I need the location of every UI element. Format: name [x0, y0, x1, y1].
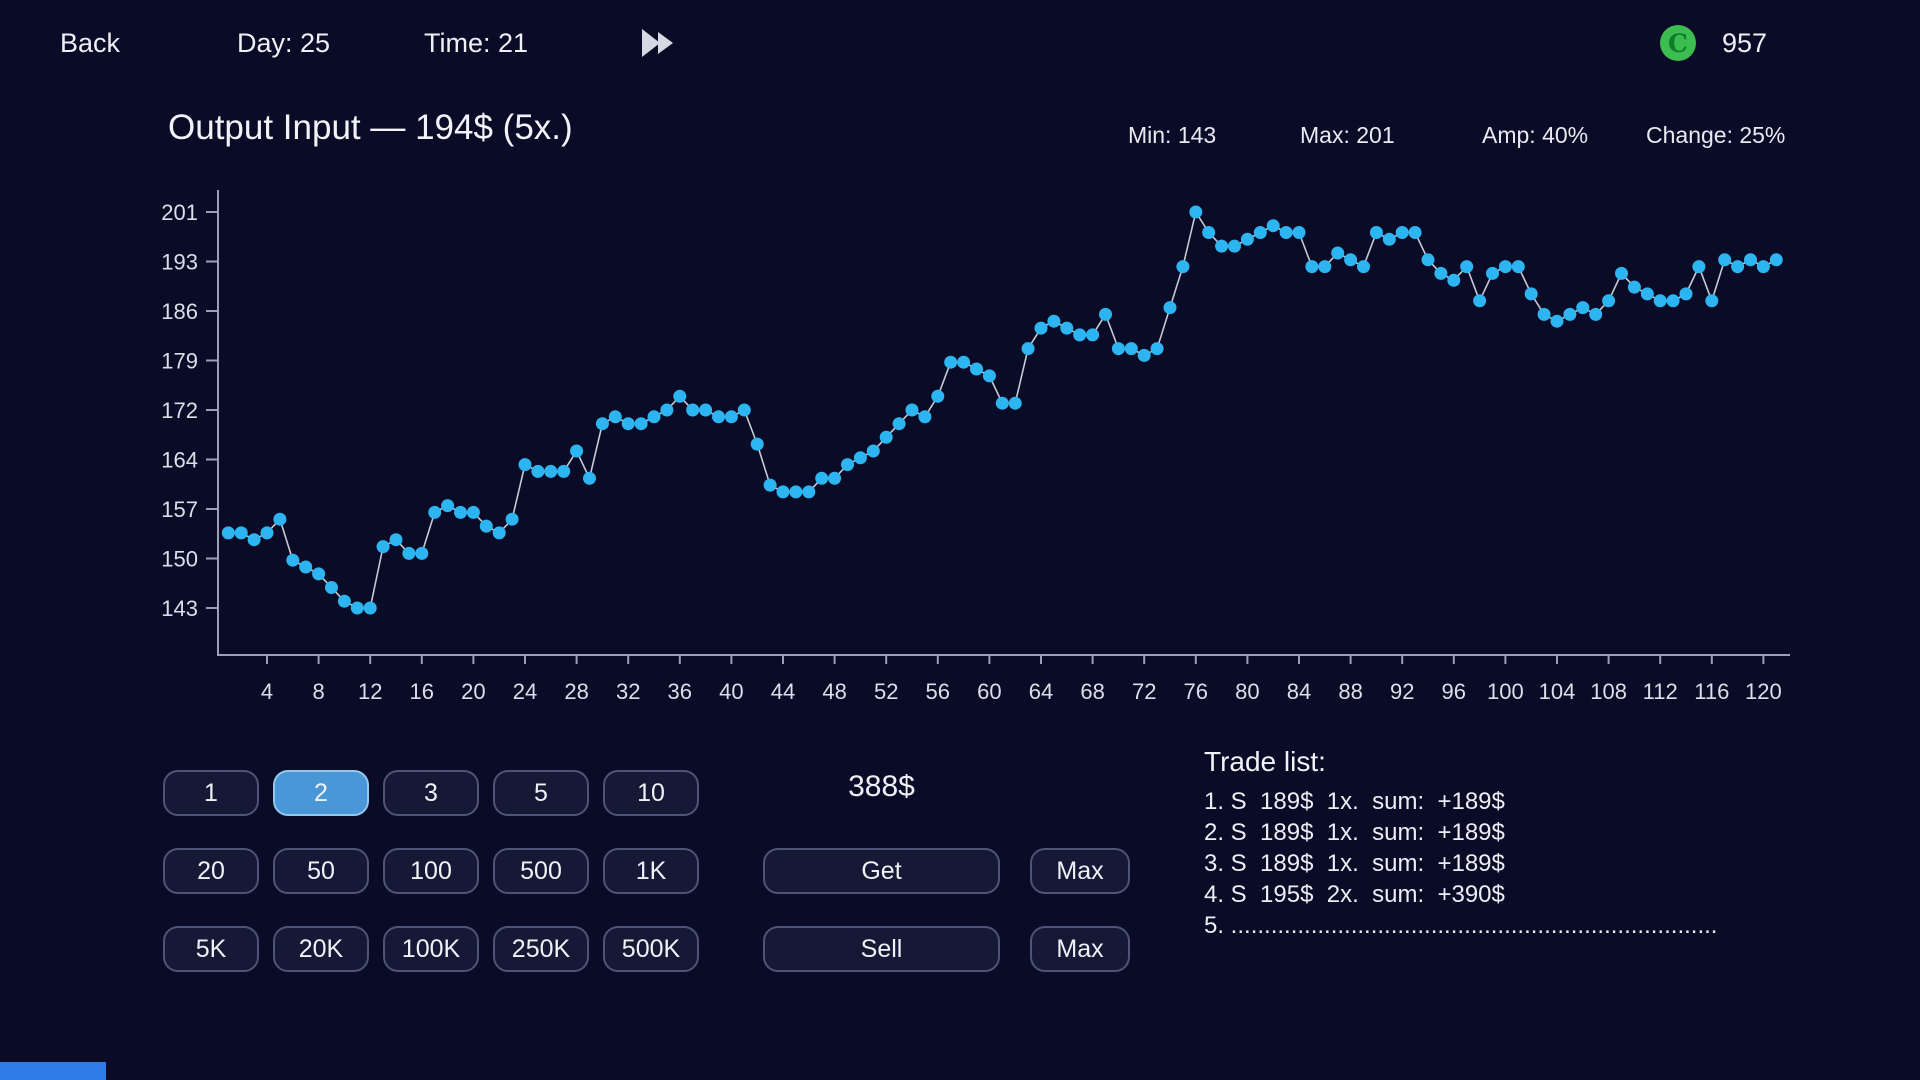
amount-button-250k[interactable]: 250K: [493, 926, 589, 972]
svg-text:96: 96: [1442, 679, 1466, 704]
sell-max-button[interactable]: Max: [1030, 926, 1130, 972]
stat-change: Change: 25%: [1646, 122, 1786, 148]
time-label: Time: 21: [424, 28, 529, 58]
stat-max: Max: 201: [1300, 122, 1395, 148]
price-label: 388$: [848, 770, 915, 803]
trade-list: Trade list: 1. S 189$ 1x. sum: +189$ 2. S…: [1204, 746, 1716, 941]
trade-entry-2: 2. S 189$ 1x. sum: +189$: [1204, 819, 1505, 846]
trade-entry-4: 4. S 195$ 2x. sum: +390$: [1204, 881, 1505, 908]
stat-min: Min: 143: [1128, 122, 1217, 148]
svg-text:112: 112: [1643, 679, 1678, 704]
svg-text:32: 32: [616, 679, 640, 704]
svg-text:76: 76: [1184, 679, 1208, 704]
trade-entry-5: 5. .....................................…: [1204, 912, 1716, 939]
amount-button-10[interactable]: 10: [603, 770, 699, 816]
trade-list-title: Trade list:: [1204, 746, 1326, 777]
get-max-button[interactable]: Max: [1030, 848, 1130, 894]
amount-button-100[interactable]: 100: [383, 848, 479, 894]
amount-button-1k[interactable]: 1K: [603, 848, 699, 894]
svg-text:60: 60: [977, 679, 1001, 704]
amount-button-50[interactable]: 50: [273, 848, 369, 894]
svg-text:116: 116: [1694, 679, 1729, 704]
svg-text:8: 8: [312, 679, 324, 704]
svg-text:12: 12: [358, 679, 382, 704]
svg-text:24: 24: [513, 679, 537, 704]
amount-button-5[interactable]: 5: [493, 770, 589, 816]
svg-text:120: 120: [1745, 679, 1782, 704]
svg-text:100: 100: [1487, 679, 1524, 704]
svg-text:64: 64: [1029, 679, 1053, 704]
svg-text:104: 104: [1539, 679, 1576, 704]
bottom-blue-bar: [0, 1062, 106, 1080]
get-button[interactable]: Get: [763, 848, 1000, 894]
amount-button-500k[interactable]: 500K: [603, 926, 699, 972]
svg-text:28: 28: [564, 679, 588, 704]
chart-title: Output Input — 194$ (5x.): [168, 108, 573, 147]
svg-text:193: 193: [161, 250, 198, 275]
svg-text:68: 68: [1080, 679, 1104, 704]
fast-forward-icon: [642, 29, 673, 57]
svg-text:88: 88: [1338, 679, 1362, 704]
trade-entry-3: 3. S 189$ 1x. sum: +189$: [1204, 850, 1505, 877]
svg-text:92: 92: [1390, 679, 1414, 704]
amount-button-1[interactable]: 1: [163, 770, 259, 816]
amount-button-500[interactable]: 500: [493, 848, 589, 894]
svg-text:108: 108: [1590, 679, 1627, 704]
svg-text:80: 80: [1235, 679, 1259, 704]
day-label: Day: 25: [237, 28, 331, 58]
svg-text:157: 157: [161, 497, 198, 522]
coin-icon: C: [1660, 25, 1696, 61]
svg-text:186: 186: [161, 299, 198, 324]
amount-button-20k[interactable]: 20K: [273, 926, 369, 972]
svg-text:179: 179: [161, 349, 198, 374]
stat-amp: Amp: 40%: [1482, 122, 1589, 148]
amount-button-100k[interactable]: 100K: [383, 926, 479, 972]
svg-text:44: 44: [771, 679, 795, 704]
svg-text:4: 4: [261, 679, 273, 704]
sell-button[interactable]: Sell: [763, 926, 1000, 972]
fast-forward-button[interactable]: [640, 26, 680, 60]
svg-text:16: 16: [410, 679, 434, 704]
amount-button-3[interactable]: 3: [383, 770, 479, 816]
svg-text:172: 172: [161, 398, 198, 423]
svg-text:164: 164: [161, 448, 198, 473]
svg-text:72: 72: [1132, 679, 1156, 704]
trade-entry-1: 1. S 189$ 1x. sum: +189$: [1204, 788, 1505, 815]
svg-text:20: 20: [461, 679, 485, 704]
amount-row-1: 1 2 3 5 10: [163, 770, 699, 816]
balance-label: 957: [1722, 28, 1768, 58]
svg-text:52: 52: [874, 679, 898, 704]
svg-text:40: 40: [719, 679, 743, 704]
svg-text:84: 84: [1287, 679, 1311, 704]
svg-text:36: 36: [668, 679, 692, 704]
amount-button-5k[interactable]: 5K: [163, 926, 259, 972]
amount-row-2: 20 50 100 500 1K: [163, 848, 699, 894]
amount-button-20[interactable]: 20: [163, 848, 259, 894]
svg-text:143: 143: [161, 596, 198, 621]
svg-text:48: 48: [822, 679, 846, 704]
back-button[interactable]: Back: [60, 28, 121, 58]
trade-entries: 1. S 189$ 1x. sum: +189$ 2. S 189$ 1x. su…: [1204, 786, 1716, 941]
amount-button-2[interactable]: 2: [273, 770, 369, 816]
amount-row-3: 5K 20K 100K 250K 500K: [163, 926, 699, 972]
svg-text:56: 56: [926, 679, 950, 704]
svg-text:201: 201: [161, 200, 198, 225]
svg-text:150: 150: [161, 547, 198, 572]
coin-symbol: C: [1668, 28, 1688, 58]
